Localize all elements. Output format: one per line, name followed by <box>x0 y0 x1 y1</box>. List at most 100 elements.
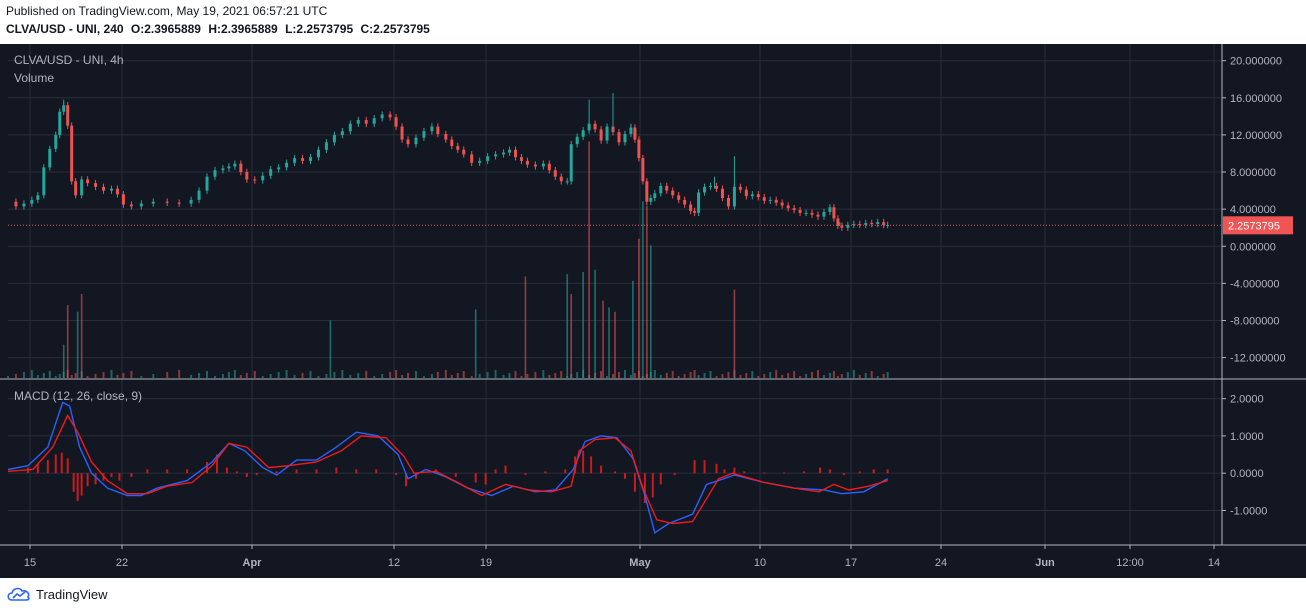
volume-bar <box>781 375 784 378</box>
macd-histogram-bar <box>872 469 875 474</box>
candle-body <box>768 199 772 201</box>
time-tick-label: 10 <box>754 557 766 569</box>
volume-bar <box>600 371 603 378</box>
volume-bar <box>474 309 477 378</box>
volume-bar <box>389 372 392 378</box>
volume-bar <box>614 311 616 378</box>
volume-bar <box>301 373 304 378</box>
candle-body <box>774 199 778 203</box>
candle-body <box>832 207 836 219</box>
candle-body <box>109 188 113 191</box>
volume-bar <box>227 372 230 378</box>
volume-bar <box>430 374 433 378</box>
volume-bar <box>42 373 45 378</box>
candle-body <box>804 212 808 214</box>
macd-histogram-bar <box>275 471 278 474</box>
candle-body <box>444 133 448 140</box>
candle-body <box>617 132 621 143</box>
tradingview-logo[interactable]: TradingView <box>6 586 108 602</box>
chart-canvas[interactable]: 20.000000 16.000000 12.000000 8.000000 4.000… <box>0 44 1306 578</box>
volume-bar <box>623 370 626 378</box>
volume-bar <box>94 374 97 378</box>
time-tick-label: 12 <box>388 557 400 569</box>
ohlc-open: O:2.3965889 <box>130 22 201 36</box>
candle-body <box>876 222 880 224</box>
candle-body <box>703 186 707 193</box>
candle-body <box>822 211 826 217</box>
volume-bar <box>30 370 33 378</box>
macd-histogram-bar <box>633 473 636 492</box>
volume-bar <box>486 372 489 378</box>
macd-histogram-bar <box>474 473 477 483</box>
volume-bar <box>524 276 527 378</box>
time-tick-label: 19 <box>480 557 492 569</box>
candle-body <box>456 146 460 150</box>
volume-bar <box>840 374 843 378</box>
volume-bar <box>58 374 61 378</box>
volume-bar <box>456 373 459 378</box>
candle-body <box>239 163 243 173</box>
time-tick-label: May <box>629 557 651 569</box>
macd-histogram-bar <box>72 473 75 492</box>
volume-bar <box>733 289 736 378</box>
candle-body <box>277 167 281 170</box>
macd-histogram-bar <box>643 473 646 503</box>
macd-histogram-bar <box>763 472 766 474</box>
volume-bar <box>7 376 9 378</box>
candle-body <box>659 185 663 194</box>
volume-bar <box>401 375 404 378</box>
candle-body <box>42 167 46 196</box>
volume-bar <box>407 373 410 378</box>
macd-histogram-bar <box>295 469 298 474</box>
macd-histogram-bar <box>335 467 338 474</box>
candle-body <box>870 223 874 225</box>
macd-histogram-bar <box>395 473 398 476</box>
macd-histogram-bar <box>524 473 527 476</box>
macd-tick-label: 0.0000 <box>1230 468 1264 480</box>
volume-bar <box>325 374 328 378</box>
volume-bar <box>341 370 344 378</box>
volume-bar <box>659 375 662 378</box>
volume-bar <box>520 376 523 378</box>
macd-histogram-bar <box>414 473 417 479</box>
macd-histogram-bar <box>166 469 169 474</box>
candle-body <box>786 205 790 209</box>
volume-bar <box>757 376 760 378</box>
candle-body <box>744 189 748 197</box>
price-tick-label: 16.000000 <box>1230 93 1282 105</box>
candle-body <box>269 169 273 176</box>
candle-body <box>575 136 579 145</box>
volume-bar <box>864 373 867 378</box>
macd-histogram-bar <box>614 471 616 474</box>
price-tick-label: -8.000000 <box>1230 315 1280 327</box>
candle-body <box>750 194 754 197</box>
volume-bar <box>629 375 632 378</box>
price-tick-label: 12.000000 <box>1230 130 1282 142</box>
candle-body <box>293 158 297 163</box>
volume-bar <box>494 370 497 378</box>
chart-area[interactable]: 20.000000 16.000000 12.000000 8.000000 4.000… <box>0 44 1306 578</box>
main-legend: CLVA/USD - UNI, 4h <box>14 53 124 67</box>
volume-bar <box>828 373 831 378</box>
volume-bar <box>76 311 79 378</box>
time-tick-label: 14 <box>1208 557 1220 569</box>
macd-histogram-bar <box>600 465 603 474</box>
macd-histogram-bar <box>255 473 258 476</box>
candle-body <box>80 179 84 196</box>
candle-body <box>94 183 98 187</box>
volume-bar <box>805 374 808 378</box>
candle-body <box>58 111 62 135</box>
volume-bar <box>576 372 579 378</box>
ohlc-close: C:2.2573795 <box>360 22 430 36</box>
candle-body <box>486 156 490 161</box>
macd-histogram-bar <box>355 469 358 474</box>
candle-body <box>400 126 404 140</box>
volume-bar <box>653 370 656 378</box>
last-price-label: 2.2573795 <box>1228 220 1280 232</box>
macd-histogram-bar <box>405 473 408 487</box>
volume-bar <box>309 371 312 378</box>
volume-bar <box>534 372 537 378</box>
candle-body <box>151 201 155 204</box>
volume-bar <box>638 238 640 378</box>
axes: 20.000000 16.000000 12.000000 8.000000 4.000… <box>0 44 1306 569</box>
